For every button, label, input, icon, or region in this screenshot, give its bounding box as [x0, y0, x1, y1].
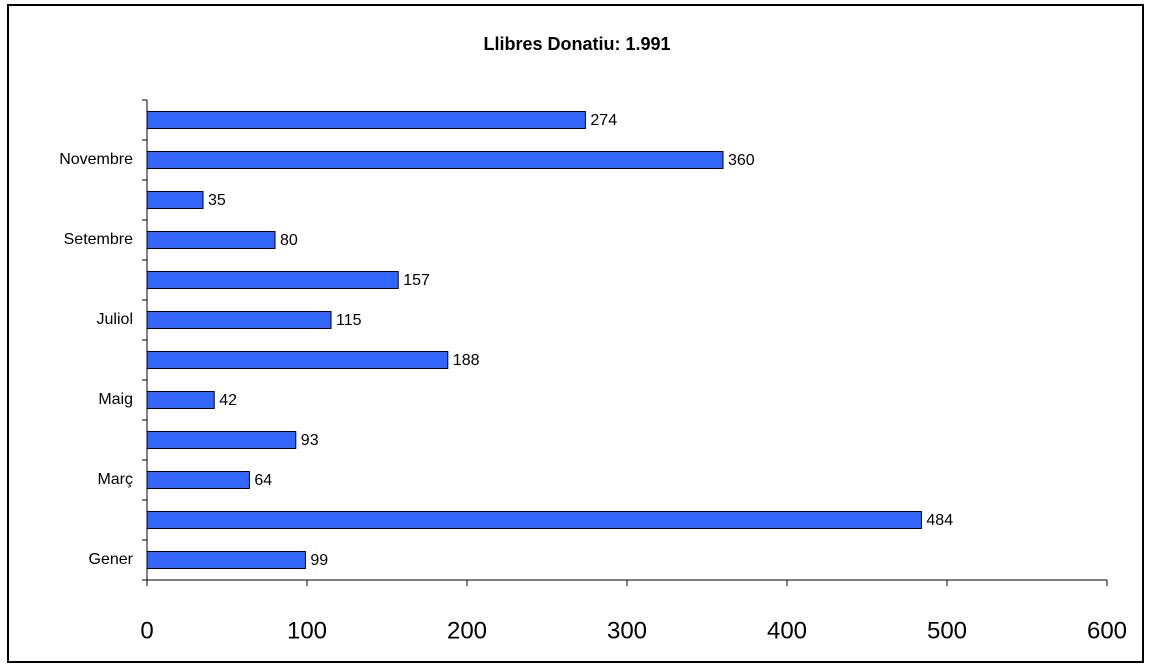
y-tick-label: Març — [97, 471, 133, 488]
bar — [146, 351, 449, 369]
bar — [146, 551, 306, 569]
bar — [146, 191, 204, 209]
y-tick-label: Gener — [89, 551, 134, 568]
y-tick-label: Maig — [98, 391, 133, 408]
bar — [146, 231, 276, 249]
x-tick-label: 500 — [927, 617, 967, 644]
bar — [146, 511, 922, 529]
value-label: 80 — [280, 232, 298, 249]
bar — [146, 311, 332, 329]
bar — [146, 431, 297, 449]
x-tick-label: 0 — [140, 617, 153, 644]
value-label: 188 — [453, 352, 480, 369]
value-label: 157 — [403, 272, 430, 289]
x-tick-label: 100 — [287, 617, 327, 644]
y-tick-label: Setembre — [64, 231, 133, 248]
bar — [146, 151, 724, 169]
value-label: 274 — [590, 112, 617, 129]
x-tick-label: 300 — [607, 617, 647, 644]
value-label: 64 — [254, 472, 272, 489]
value-label: 35 — [208, 192, 226, 209]
y-tick-label: Novembre — [59, 151, 133, 168]
y-tick-label: Juliol — [97, 311, 133, 328]
bar — [146, 391, 215, 409]
x-tick-label: 600 — [1087, 617, 1127, 644]
value-label: 360 — [728, 152, 755, 169]
value-label: 484 — [926, 512, 953, 529]
x-tick-label: 200 — [447, 617, 487, 644]
value-label: 93 — [301, 432, 319, 449]
value-label: 115 — [336, 312, 362, 329]
value-label: 42 — [219, 392, 237, 409]
bar — [146, 111, 586, 129]
value-label: 99 — [310, 552, 328, 569]
bar — [146, 271, 399, 289]
chart-title: Llibres Donatiu: 1.991 — [483, 34, 670, 54]
bar — [146, 471, 250, 489]
x-tick-label: 400 — [767, 617, 807, 644]
